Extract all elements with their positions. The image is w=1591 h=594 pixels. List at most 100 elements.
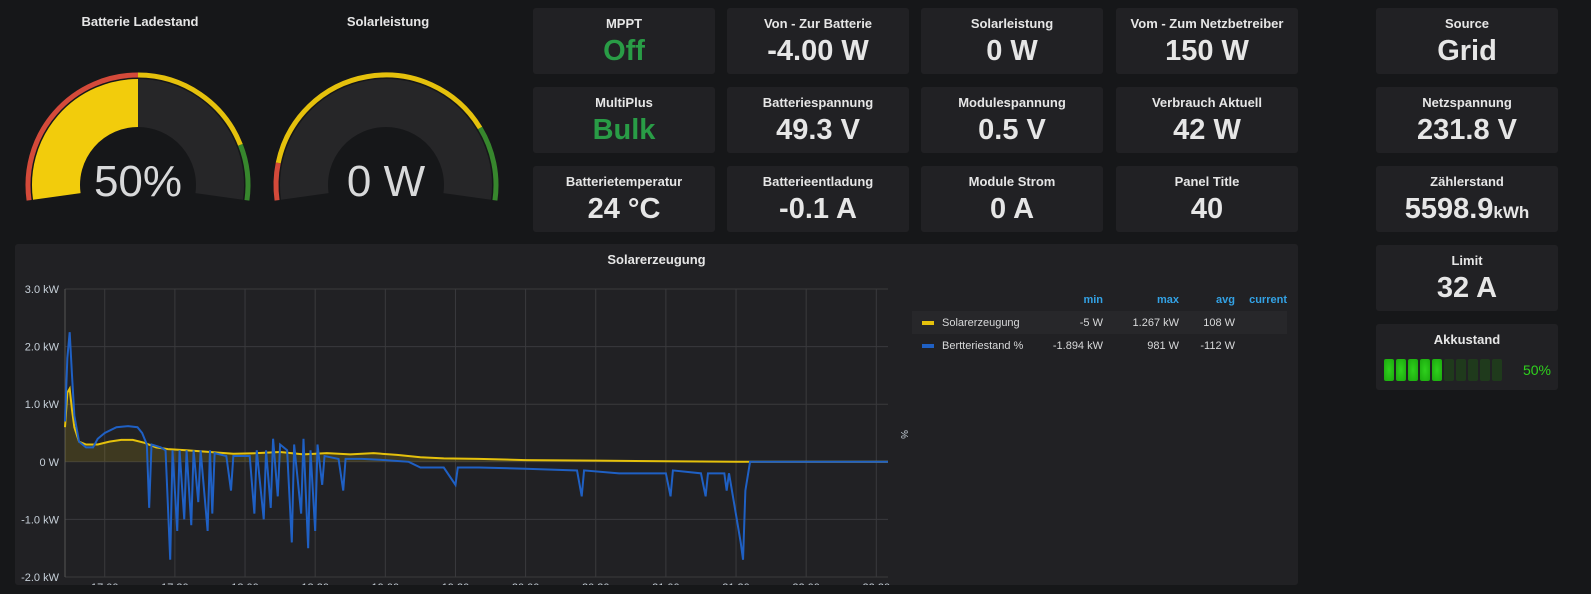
legend-min: -1.894 kW bbox=[1052, 339, 1103, 352]
legend-header-avg[interactable]: avg bbox=[1216, 293, 1235, 306]
stat-title: Batteriespannung bbox=[762, 95, 874, 110]
series-color-swatch[interactable] bbox=[922, 320, 934, 325]
bar-gauge-segment bbox=[1420, 359, 1430, 381]
y-tick-label: 2.0 kW bbox=[25, 342, 60, 354]
gauge-panel: Solarleistung 0 W bbox=[263, 0, 513, 235]
y-tick-label: 0 W bbox=[39, 457, 59, 469]
x-tick-label: 21:00 bbox=[652, 582, 680, 585]
legend-header-min[interactable]: min bbox=[1083, 293, 1103, 306]
stat-unit: kWh bbox=[1493, 203, 1530, 222]
stat-number: Grid bbox=[1437, 35, 1497, 67]
akkustand-bar-gauge: Akkustand 50% bbox=[1376, 324, 1558, 390]
right-axis-label: % bbox=[898, 430, 909, 439]
stat-title: Von - Zur Batterie bbox=[763, 16, 873, 31]
gauge-value: 50% bbox=[94, 157, 182, 206]
gauge-track bbox=[280, 79, 492, 200]
legend-row-solar[interactable]: Solarerzeugung -5 W 1.267 kW 108 W bbox=[912, 311, 1287, 334]
bar-gauge-segment bbox=[1384, 359, 1394, 381]
gauge-threshold-arc bbox=[25, 72, 139, 201]
bar-gauge-title: Akkustand bbox=[1433, 332, 1501, 347]
stat-number: 231.8 V bbox=[1417, 114, 1517, 146]
stat-value: 150 W bbox=[1165, 35, 1249, 67]
legend-series-name[interactable]: Solarerzeugung bbox=[942, 316, 1020, 329]
legend-header-max[interactable]: max bbox=[1156, 293, 1179, 306]
solarerzeugung-graph-panel: Solarerzeugung 3.0 kW 2.0 kW 1.0 kW 0 W -1.0… bbox=[15, 244, 1298, 585]
gauge-panel: Batterie Ladestand 50% bbox=[15, 0, 265, 235]
graph-plot[interactable]: 3.0 kW 2.0 kW 1.0 kW 0 W -1.0 kW -2.0 kW 17:00… bbox=[15, 244, 1298, 585]
x-tick-label: 18:00 bbox=[231, 582, 259, 585]
stat-value: 0 A bbox=[989, 193, 1035, 225]
stat-value: 5598.9kWh bbox=[1376, 193, 1558, 226]
stat-panel: Batterieentladung -0.1 A bbox=[727, 166, 909, 232]
bar-gauge-segment bbox=[1492, 359, 1502, 381]
y-tick-label: -1.0 kW bbox=[21, 514, 60, 526]
gauge-title: Solarleistung bbox=[346, 14, 430, 29]
x-tick-label: 17:00 bbox=[91, 582, 119, 585]
stat-panel: Verbrauch Aktuell 42 W bbox=[1116, 87, 1298, 153]
stat-panel: Solarleistung 0 W bbox=[921, 8, 1103, 74]
legend-max: 1.267 kW bbox=[1132, 316, 1179, 329]
x-tick-label: 22:00 bbox=[792, 582, 820, 585]
bar-gauge-segment bbox=[1396, 359, 1406, 381]
legend-row-battery[interactable]: Bertteriestand % -1.894 kW 981 W -112 W bbox=[912, 334, 1287, 357]
bar-gauge-segment bbox=[1432, 359, 1442, 381]
stat-value: 24 °C bbox=[587, 193, 661, 225]
legend-max: 981 W bbox=[1147, 339, 1179, 352]
x-tick-label: 20:30 bbox=[582, 582, 610, 585]
gauge-threshold-arc bbox=[477, 126, 499, 201]
gauge-threshold-arc bbox=[238, 143, 251, 201]
stat-title: Limit bbox=[1451, 253, 1483, 268]
stat-title: Solarleistung bbox=[970, 16, 1054, 31]
bar-gauge-segment bbox=[1480, 359, 1490, 381]
stat-number: 32 A bbox=[1436, 272, 1498, 304]
gauge-value: 0 W bbox=[347, 157, 426, 206]
stat-value: -4.00 W bbox=[767, 35, 869, 67]
stat-title: MultiPlus bbox=[595, 95, 653, 110]
x-tick-label: 19:30 bbox=[442, 582, 470, 585]
y-tick-label: 1.0 kW bbox=[25, 399, 60, 411]
stat-title: Panel Title bbox=[1174, 174, 1240, 189]
graph-title: Solarerzeugung bbox=[607, 252, 706, 267]
stat-title: Vom - Zum Netzbetreiber bbox=[1130, 16, 1284, 31]
x-tick-label: 18:30 bbox=[301, 582, 329, 585]
stat-panel: Limit 32 A bbox=[1376, 245, 1558, 311]
stat-value: 49.3 V bbox=[776, 114, 860, 146]
stat-panel: Source Grid bbox=[1376, 8, 1558, 74]
series-color-swatch[interactable] bbox=[922, 343, 934, 348]
bar-gauge-segment bbox=[1468, 359, 1478, 381]
y-tick-label: 3.0 kW bbox=[25, 284, 60, 296]
stat-panel: MultiPlus Bulk bbox=[533, 87, 715, 153]
stat-number: 5598.9 bbox=[1404, 193, 1494, 225]
y-tick-label: -2.0 kW bbox=[21, 572, 60, 584]
bar-gauge-value: 50% bbox=[1522, 362, 1551, 378]
stat-title: Modulespannung bbox=[958, 95, 1066, 110]
gauge-threshold-arc bbox=[273, 162, 281, 201]
stat-value: 40 bbox=[1190, 193, 1224, 225]
stat-value: 0 W bbox=[986, 35, 1038, 67]
legend-series-name[interactable]: Bertteriestand % bbox=[942, 339, 1024, 352]
series-line-solar bbox=[64, 385, 888, 463]
legend-header-current[interactable]: current bbox=[1249, 293, 1287, 306]
series-line-battery bbox=[64, 332, 888, 560]
stat-panel: Module Strom 0 A bbox=[921, 166, 1103, 232]
stat-title: MPPT bbox=[605, 16, 643, 31]
legend-min: -5 W bbox=[1079, 316, 1103, 329]
stat-panel: Vom - Zum Netzbetreiber 150 W bbox=[1116, 8, 1298, 74]
gauge-threshold-arc bbox=[137, 72, 243, 146]
legend-header: min max avg current bbox=[912, 288, 1287, 311]
gauge-threshold-arc bbox=[275, 72, 483, 164]
stat-value: 231.8 V bbox=[1376, 114, 1558, 147]
bar-gauge-segment bbox=[1456, 359, 1466, 381]
stat-value: Bulk bbox=[592, 114, 656, 146]
stat-panel: Zählerstand 5598.9kWh bbox=[1376, 166, 1558, 232]
legend-avg: 108 W bbox=[1203, 316, 1235, 329]
gauge-value-arc bbox=[32, 79, 139, 200]
stat-title: Netzspannung bbox=[1422, 95, 1512, 110]
x-tick-label: 17:30 bbox=[161, 582, 189, 585]
bar-gauge-segment bbox=[1408, 359, 1418, 381]
stat-value: 0.5 V bbox=[978, 114, 1046, 146]
stat-panel: Netzspannung 231.8 V bbox=[1376, 87, 1558, 153]
stat-value: Off bbox=[603, 35, 645, 67]
stat-panel: Von - Zur Batterie -4.00 W bbox=[727, 8, 909, 74]
stat-title: Source bbox=[1444, 16, 1490, 31]
